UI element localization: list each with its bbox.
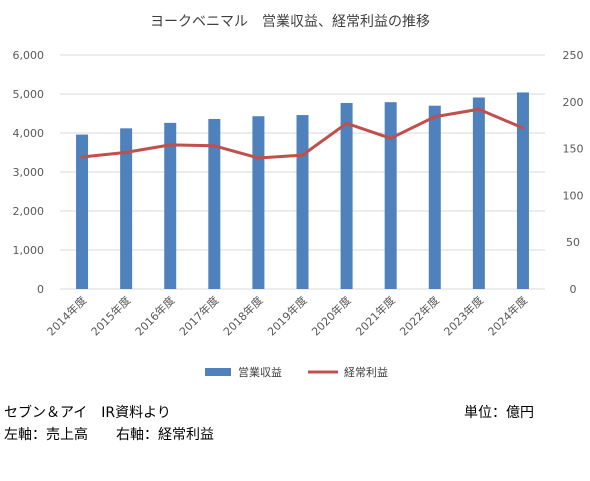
- left-tick-label: 5,000: [13, 88, 45, 101]
- chart-title: ヨークベニマル 営業収益、経常利益の推移: [150, 14, 430, 30]
- bar: [76, 134, 89, 289]
- bar: [120, 128, 133, 289]
- line-point: [301, 153, 304, 157]
- right-tick-label: 100: [563, 189, 584, 202]
- right-tick-label: 50: [566, 236, 580, 249]
- right-tick-label: 250: [563, 49, 584, 62]
- left-axis-ticks: 0 1,000 2,000 3,000 4,000 5,000 6,000: [13, 49, 45, 296]
- x-tick-label: 2018年度: [220, 293, 265, 338]
- left-tick-label: 4,000: [13, 127, 45, 140]
- bar: [472, 97, 485, 289]
- x-tick-label: 2021年度: [353, 293, 398, 338]
- bar: [340, 102, 353, 289]
- right-axis-ticks: 0 50 100 150 200 250: [563, 49, 584, 296]
- line-point: [212, 144, 216, 148]
- source-note: セブン＆アイ IR資料より: [4, 405, 171, 421]
- line-point: [168, 143, 172, 147]
- legend-label-ordinary-profit: 経常利益: [344, 365, 388, 379]
- legend-label-operating-revenue: 営業収益: [238, 365, 282, 379]
- legend: 営業収益 経常利益: [205, 365, 388, 379]
- x-tick-label: 2016年度: [132, 293, 177, 338]
- line-point: [124, 150, 128, 154]
- bar: [384, 102, 397, 289]
- left-tick-label: 6,000: [13, 49, 45, 62]
- bar: [208, 118, 221, 290]
- bar: [296, 115, 309, 289]
- x-axis-ticks: 2014年度 2015年度 2016年度 2017年度 2018年度 2019年度 2020…: [44, 293, 530, 338]
- x-tick-label: 2023年度: [441, 293, 486, 338]
- left-tick-label: 2,000: [13, 205, 45, 218]
- x-tick-label: 2019年度: [264, 293, 309, 338]
- bar: [252, 116, 265, 289]
- bar: [428, 105, 441, 289]
- bar: [164, 122, 177, 289]
- x-tick-label: 2014年度: [44, 293, 89, 338]
- x-tick-label: 2022年度: [397, 293, 442, 338]
- line-point: [80, 155, 84, 159]
- right-tick-label: 150: [563, 143, 584, 156]
- axes-note: 左軸：売上高 右軸：経常利益: [4, 427, 214, 443]
- x-tick-label: 2015年度: [88, 293, 133, 338]
- left-tick-label: 3,000: [13, 166, 45, 179]
- line-point: [433, 115, 437, 119]
- x-tick-label: 2020年度: [308, 293, 353, 338]
- bar: [516, 92, 529, 289]
- line-point: [477, 107, 481, 111]
- x-tick-label: 2024年度: [485, 293, 530, 338]
- legend-swatch-operating-revenue: [205, 368, 231, 376]
- unit-note: 単位：億円: [464, 405, 534, 421]
- right-tick-label: 200: [563, 96, 584, 109]
- line-series-ordinary-profit: [80, 107, 525, 160]
- right-tick-label: 0: [570, 283, 577, 296]
- left-tick-label: 1,000: [13, 244, 45, 257]
- line-point: [345, 121, 349, 125]
- left-tick-label: 0: [37, 283, 44, 296]
- x-tick-label: 2017年度: [176, 293, 221, 338]
- bar-series-operating-revenue: [76, 92, 529, 290]
- line-point: [256, 156, 260, 160]
- line-point: [389, 136, 393, 140]
- line-point: [521, 126, 525, 130]
